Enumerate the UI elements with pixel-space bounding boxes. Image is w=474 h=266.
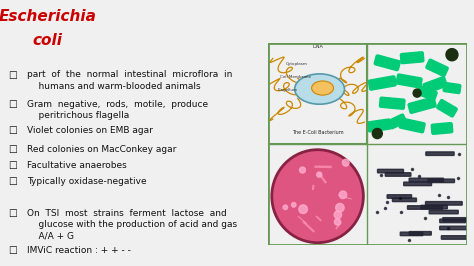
Circle shape [413,89,421,97]
FancyBboxPatch shape [388,114,406,129]
FancyBboxPatch shape [408,97,436,113]
Circle shape [446,49,458,61]
Circle shape [292,202,296,207]
FancyBboxPatch shape [440,219,466,223]
FancyBboxPatch shape [443,82,461,94]
FancyBboxPatch shape [385,173,411,176]
FancyBboxPatch shape [404,182,431,186]
FancyBboxPatch shape [429,210,458,214]
Text: coli: coli [32,33,63,48]
Text: ☐: ☐ [9,161,17,171]
FancyBboxPatch shape [426,202,462,205]
Text: Violet colonies on EMB agar: Violet colonies on EMB agar [27,126,154,135]
Circle shape [373,128,382,139]
Text: On  TSI  most  strains  ferment  lactose  and
    glucose with the production of: On TSI most strains ferment lactose and … [27,209,237,240]
FancyBboxPatch shape [437,99,457,117]
FancyBboxPatch shape [374,55,400,70]
Text: ☐: ☐ [9,70,17,81]
Text: Red colonies on MacConkey agar: Red colonies on MacConkey agar [27,145,177,154]
Text: IMViC reaction : + + - -: IMViC reaction : + + - - [27,246,131,255]
FancyBboxPatch shape [441,236,471,239]
Text: Escherichia: Escherichia [0,9,96,24]
Text: Cytoplasm: Cytoplasm [286,62,308,66]
Text: The E-Coli Bacterium: The E-Coli Bacterium [292,130,343,135]
FancyBboxPatch shape [409,232,431,235]
FancyBboxPatch shape [409,178,444,182]
FancyBboxPatch shape [417,86,437,100]
Ellipse shape [295,74,345,104]
FancyBboxPatch shape [408,206,443,209]
Circle shape [334,211,342,219]
Text: Flagellum: Flagellum [278,88,298,92]
Circle shape [317,172,322,177]
Circle shape [339,191,346,199]
Text: ☐: ☐ [9,246,17,256]
FancyBboxPatch shape [431,123,453,134]
Text: ☐: ☐ [9,100,17,110]
Text: part  of  the  normal  intestinal  microflora  in
    humans and warm-blooded an: part of the normal intestinal microflora… [27,70,233,91]
Circle shape [300,167,305,173]
FancyBboxPatch shape [399,118,425,133]
FancyBboxPatch shape [440,226,468,230]
Text: ☐: ☐ [9,145,17,155]
Circle shape [272,150,364,243]
Text: ☐: ☐ [9,126,17,136]
Text: Gram  negative,  rods,  motile,  produce
    peritrichous flagella: Gram negative, rods, motile, produce per… [27,100,209,120]
FancyBboxPatch shape [428,179,455,182]
FancyBboxPatch shape [377,169,403,173]
Circle shape [283,205,288,210]
Text: Cell Membrane: Cell Membrane [280,75,311,79]
Text: DNA: DNA [312,44,323,49]
FancyBboxPatch shape [426,152,454,155]
FancyBboxPatch shape [426,59,448,76]
FancyBboxPatch shape [367,119,391,132]
Text: ☐: ☐ [9,209,17,219]
FancyBboxPatch shape [387,195,411,198]
FancyBboxPatch shape [400,232,423,236]
Circle shape [334,219,341,225]
FancyBboxPatch shape [380,97,405,109]
Ellipse shape [311,81,334,95]
FancyBboxPatch shape [368,76,396,90]
FancyBboxPatch shape [421,205,447,209]
Text: ☐: ☐ [9,177,17,187]
Text: Typically oxidase-negative: Typically oxidase-negative [27,177,147,186]
Text: Facultative anaerobes: Facultative anaerobes [27,161,127,170]
FancyBboxPatch shape [392,198,417,202]
Circle shape [299,205,308,214]
Circle shape [342,159,349,166]
FancyBboxPatch shape [423,77,447,93]
Circle shape [336,203,344,212]
FancyBboxPatch shape [401,52,424,64]
FancyBboxPatch shape [443,218,471,221]
FancyBboxPatch shape [396,74,422,88]
